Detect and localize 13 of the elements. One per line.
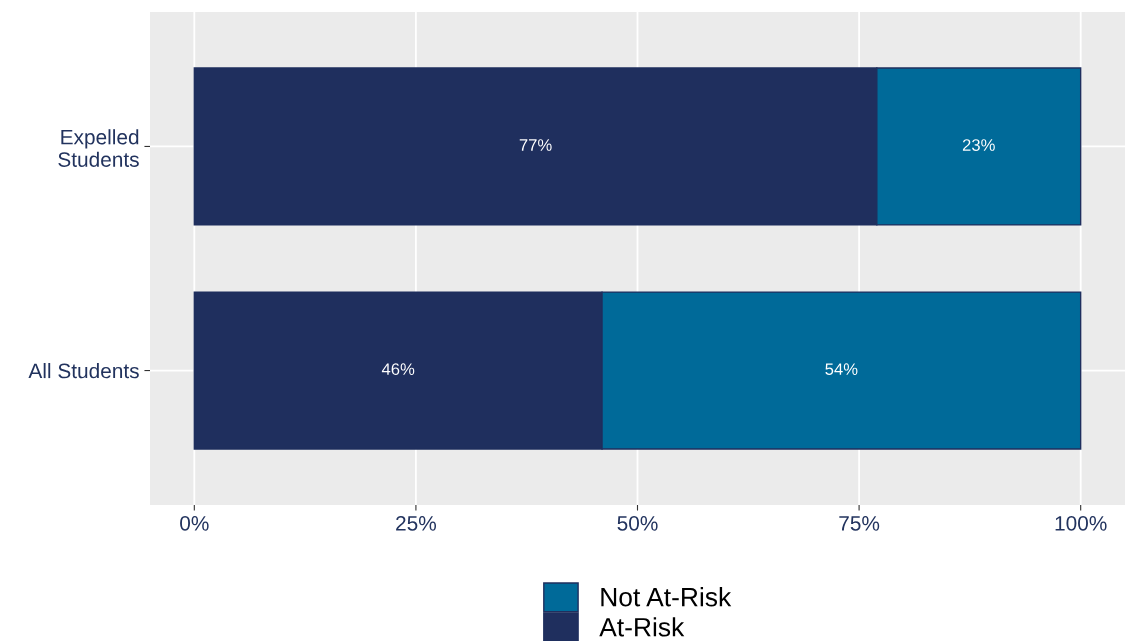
x-tick-label: 100%	[1055, 515, 1107, 531]
data-label: 46%	[381, 363, 415, 376]
y-tick-label: Expelled Students	[58, 129, 139, 167]
legend-label: Not At-Risk	[601, 587, 732, 607]
x-tick-label: 25%	[396, 515, 437, 531]
y-tick-label: All Students	[28, 363, 139, 379]
x-tick-label: 75%	[839, 516, 880, 531]
data-label: 77%	[519, 139, 552, 151]
x-tick-label: 50%	[617, 515, 658, 531]
data-label: 23%	[962, 139, 995, 151]
legend-label: At-Risk	[599, 617, 685, 637]
x-tick-label: 0%	[180, 515, 209, 531]
data-label: 54%	[825, 363, 858, 376]
